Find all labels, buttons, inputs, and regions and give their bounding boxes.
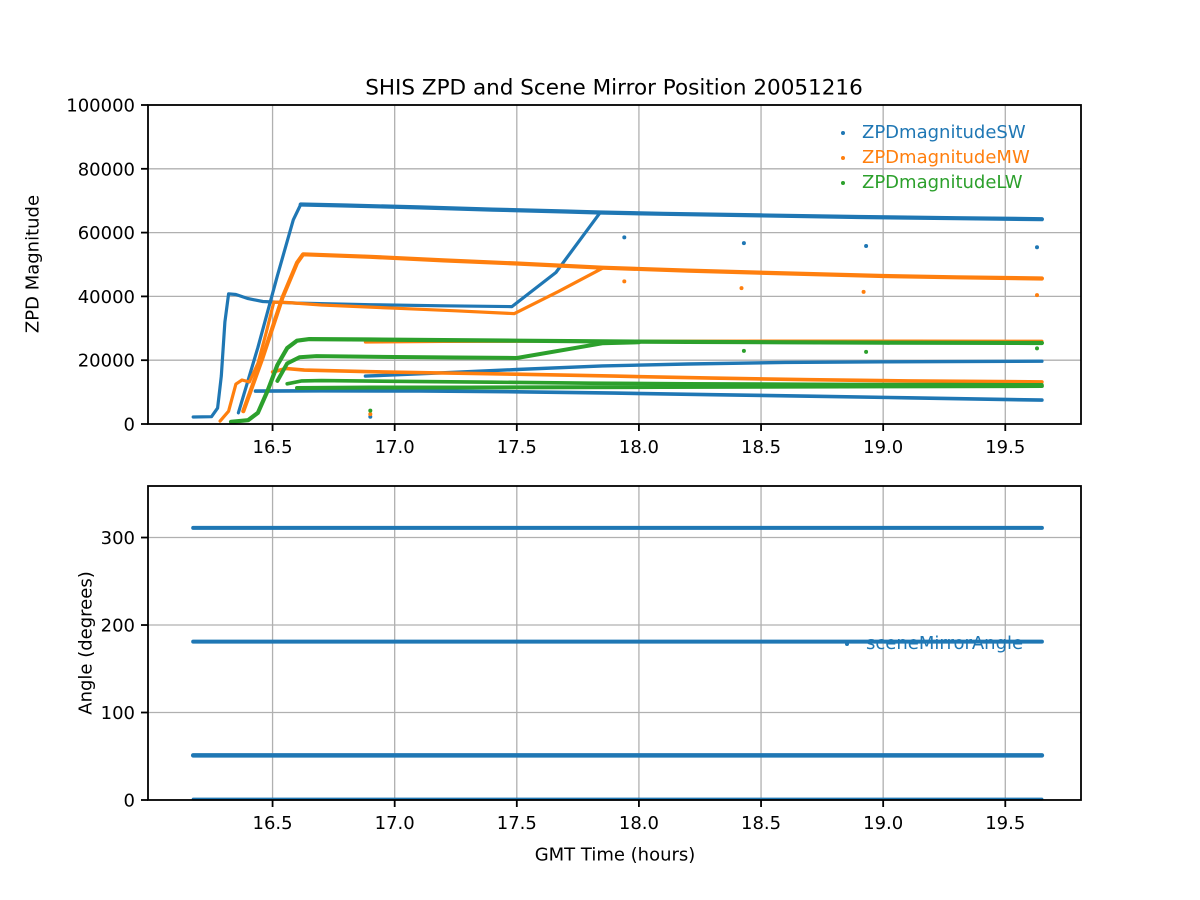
series-ZPDmagnitudeLW-line-0 bbox=[228, 337, 1045, 424]
legend-label-zpd-sw: ZPDmagnitudeSW bbox=[862, 122, 1026, 143]
series-ZPDmagnitudeLW-point bbox=[864, 349, 869, 354]
series-ZPDmagnitudeSW-line-0 bbox=[191, 211, 602, 419]
legend-dot-icon bbox=[841, 130, 845, 135]
series-ZPDmagnitudeSW-point bbox=[1035, 245, 1039, 250]
series-ZPDmagnitudeLW-point bbox=[1035, 346, 1039, 351]
series-ZPDmagnitudeLW-line-1 bbox=[275, 340, 641, 383]
legend-entry-zpd-sw: ZPDmagnitudeSW bbox=[841, 121, 1030, 144]
legend-dot-icon bbox=[845, 641, 849, 646]
y-tick-label: 0 bbox=[124, 791, 135, 812]
series-ZPDmagnitudeSW-line-1 bbox=[236, 202, 303, 415]
series-ZPDmagnitudeSW-line-2 bbox=[298, 202, 1045, 222]
x-tick-label: 18.5 bbox=[741, 813, 781, 834]
series-ZPDmagnitudeSW-line-3 bbox=[253, 388, 1044, 402]
legend-entry-zpd-mw: ZPDmagnitudeMW bbox=[841, 146, 1030, 169]
y-tick-label: 80000 bbox=[78, 159, 135, 180]
series-ZPDmagnitudeSW-point bbox=[864, 244, 869, 248]
x-tick-label: 16.5 bbox=[253, 813, 293, 834]
x-tick-label: 19.5 bbox=[985, 437, 1025, 458]
series-ZPDmagnitudeMW-line-1 bbox=[241, 252, 1045, 414]
series-ZPDmagnitudeMW-point bbox=[739, 286, 744, 291]
y-tick-label: 40000 bbox=[78, 287, 135, 308]
series-ZPDmagnitudeMW-line-0 bbox=[218, 266, 604, 423]
y-tick-label: 60000 bbox=[78, 223, 135, 244]
legend-entry-scene-mirror-angle: sceneMirrorAngle bbox=[845, 632, 1023, 655]
series-ZPDmagnitudeMW-point bbox=[1035, 293, 1039, 298]
y-tick-label: 300 bbox=[101, 528, 135, 549]
y-tick-label: 100 bbox=[101, 703, 135, 724]
y-tick-label: 0 bbox=[124, 415, 135, 436]
x-tick-label: 19.5 bbox=[985, 813, 1025, 834]
legend-dot-icon bbox=[841, 155, 845, 160]
bottom-legend: sceneMirrorAngle bbox=[845, 632, 1023, 655]
series-ZPDmagnitudeMW-point bbox=[861, 289, 866, 294]
axes-spines bbox=[147, 485, 1082, 801]
x-tick-label: 18.0 bbox=[619, 437, 659, 458]
x-tick-label: 17.0 bbox=[375, 437, 415, 458]
figure-title: SHIS ZPD and Scene Mirror Position 20051… bbox=[365, 75, 863, 101]
legend-label-zpd-lw: ZPDmagnitudeLW bbox=[862, 172, 1023, 193]
series-ZPDmagnitudeSW-point bbox=[741, 241, 746, 246]
series-ZPDmagnitudeMW-point bbox=[368, 412, 373, 417]
bottom-y-axis-label: Angle (degrees) bbox=[75, 571, 97, 715]
series-ZPDmagnitudeLW-point bbox=[368, 408, 373, 413]
x-tick-label: 19.0 bbox=[863, 813, 903, 834]
y-tick-label: 100000 bbox=[66, 96, 135, 117]
x-tick-label: 19.0 bbox=[863, 437, 903, 458]
x-tick-label: 18.0 bbox=[619, 813, 659, 834]
series-ZPDmagnitudeLW-line-3 bbox=[295, 384, 1044, 390]
legend-label-scene-mirror-angle: sceneMirrorAngle bbox=[866, 633, 1024, 654]
x-tick-label: 17.5 bbox=[497, 437, 537, 458]
x-tick-label: 18.5 bbox=[741, 437, 781, 458]
x-tick-label: 17.5 bbox=[497, 813, 537, 834]
y-tick-label: 200 bbox=[101, 616, 135, 637]
axes-spines bbox=[147, 104, 1082, 425]
x-tick-label: 17.0 bbox=[375, 813, 415, 834]
legend-entry-zpd-lw: ZPDmagnitudeLW bbox=[841, 171, 1030, 194]
legend-label-zpd-mw: ZPDmagnitudeMW bbox=[862, 147, 1030, 168]
x-tick-label: 16.5 bbox=[253, 437, 293, 458]
legend-dot-icon bbox=[841, 180, 845, 185]
series-ZPDmagnitudeLW-point bbox=[741, 348, 746, 353]
series-ZPDmagnitudeSW-point bbox=[622, 235, 627, 240]
series-ZPDmagnitudeMW-line-2 bbox=[270, 366, 1044, 384]
series-ZPDmagnitudeMW-point bbox=[622, 279, 627, 284]
top-legend: ZPDmagnitudeSW ZPDmagnitudeMW ZPDmagnitu… bbox=[841, 121, 1030, 194]
top-y-axis-label: ZPD Magnitude bbox=[22, 194, 44, 334]
y-tick-label: 20000 bbox=[78, 351, 135, 372]
x-axis-label: GMT Time (hours) bbox=[534, 844, 696, 866]
